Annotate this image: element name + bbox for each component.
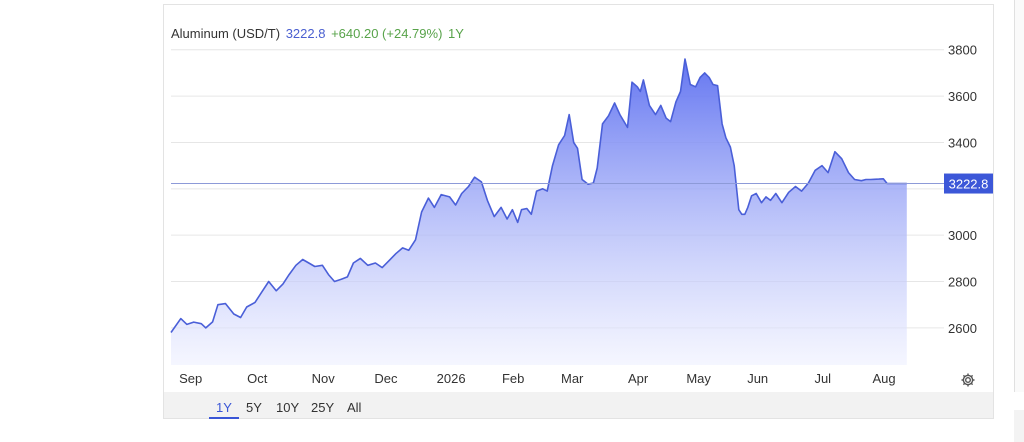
current-value-layer: 3222.8 [171,173,993,194]
x-tick-label-nov: Nov [312,371,336,386]
x-tick-label-dec: Dec [374,371,398,386]
x-tick-label-may: May [686,371,711,386]
range-button-5y[interactable]: 5Y [246,400,262,415]
area-layer [170,58,907,365]
current-value-label: 3222.8 [949,177,989,192]
x-tick-label-2026: 2026 [437,371,466,386]
y-tick-label-2800: 2800 [948,275,977,290]
y-axis: 2600 2800 3000 3400 3600 3800 [948,43,977,336]
x-tick-label-jun: Jun [747,371,768,386]
price-area [171,59,907,365]
y-tick-label-3400: 3400 [948,135,977,150]
range-button-1y[interactable]: 1Y [216,400,232,415]
legend-change: +640.20 (+24.79%) [331,26,443,41]
price-line [170,58,907,333]
current-value-badge [944,173,993,194]
range-button-all[interactable]: All [347,400,362,415]
x-axis: Sep Oct Nov Dec 2026 Feb Mar Apr May Jun Jul Aug [179,371,896,386]
x-tick-label-feb: Feb [502,371,524,386]
range-button-10y[interactable]: 10Y [276,400,300,415]
legend-last-value: 3222.8 [285,26,326,41]
y-tick-label-3600: 3600 [948,89,977,104]
right-panel-edge [1014,0,1024,392]
right-panel-edge-bottom [1014,410,1024,442]
x-tick-label-sep: Sep [179,371,202,386]
x-tick-label-oct: Oct [247,371,268,386]
range-button-25y[interactable]: 25Y [311,400,335,415]
legend-range: 1Y [448,26,464,41]
gear-icon[interactable] [960,372,976,388]
y-tick-label-3800: 3800 [948,43,977,58]
chart-legend: Aluminum (USD/T) 3222.8 +640.20 (+24.79%… [171,26,464,41]
active-range-indicator [209,417,239,419]
y-tick-label-2600: 2600 [948,321,977,336]
x-tick-label-mar: Mar [561,371,584,386]
legend-name: Aluminum (USD/T) [171,26,281,41]
x-tick-label-jul: Jul [814,371,831,386]
x-tick-label-aug: Aug [873,371,896,386]
y-tick-label-3000: 3000 [948,228,977,243]
x-tick-label-apr: Apr [628,371,649,386]
range-toolbar [164,392,993,418]
